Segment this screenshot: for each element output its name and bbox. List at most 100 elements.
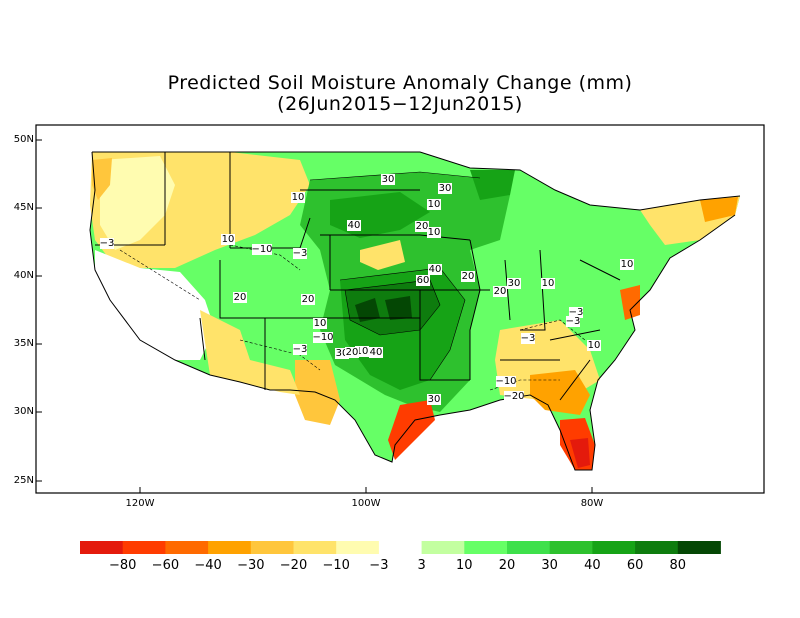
contour-label: −3 <box>566 316 581 327</box>
contour-label-bg <box>507 278 521 289</box>
contour-label: 10 <box>588 340 601 351</box>
lat-label-40n: 40N <box>13 270 34 281</box>
contour-label-bg <box>416 275 430 286</box>
contour-label-bg <box>504 391 524 402</box>
lat-label-30n: 30N <box>13 406 34 417</box>
contour-label: −3 <box>521 333 536 344</box>
contour-label-bg <box>293 344 307 355</box>
contour-label: −3 <box>293 344 308 355</box>
contour-label: −20 <box>503 391 524 402</box>
lon-label-80w: 80W <box>580 498 604 509</box>
contour-label: 30 <box>439 183 452 194</box>
contour-label-bg <box>493 286 507 297</box>
plains-wet-80 <box>355 296 412 322</box>
legend-label: 3 <box>417 558 426 573</box>
legend-label: −20 <box>279 558 308 573</box>
contour-label-bg <box>620 259 634 270</box>
ne-orange <box>700 197 738 222</box>
contour-label-bg <box>293 248 307 259</box>
legend-label: 80 <box>669 558 687 573</box>
contour-label-bg <box>415 221 429 232</box>
contour-label-bg <box>461 271 475 282</box>
legend-label: −30 <box>237 558 265 573</box>
contour-label: 20 <box>346 347 359 358</box>
contour-label-bg <box>335 348 349 359</box>
contour-label-bg <box>427 199 441 210</box>
contour-label-bg <box>301 294 315 305</box>
contour-label: 10 <box>356 346 369 357</box>
nw-slight-dry <box>100 156 175 250</box>
contour-label: −3 <box>293 248 308 259</box>
contour-label: 30 <box>428 394 441 405</box>
contour-label-bg <box>355 346 369 357</box>
lat-label-35n: 35N <box>13 338 34 349</box>
contour-label: 20 <box>302 294 315 305</box>
tx-coast-red <box>388 400 435 460</box>
contour-label: −10 <box>251 244 272 255</box>
legend-label: 60 <box>626 558 644 573</box>
legend-label: −60 <box>151 558 180 573</box>
contour-label-bg <box>427 394 441 405</box>
contour-label: 10 <box>621 259 634 270</box>
contour-label-bg <box>291 192 305 203</box>
axis-ticks <box>36 139 593 493</box>
contour-label-bg <box>252 244 272 255</box>
sw-yellow <box>200 310 300 395</box>
contour-label: 10 <box>542 278 555 289</box>
contour-label: 40 <box>370 347 383 358</box>
legend-label: −10 <box>322 558 350 573</box>
legend-label: −80 <box>108 558 137 573</box>
lon-label-100w: 100W <box>351 498 381 509</box>
contour-label-bg <box>521 333 535 344</box>
contour-label-bg <box>569 307 583 318</box>
legend-label: −40 <box>194 558 222 573</box>
legend-label: 10 <box>456 558 473 573</box>
contour-label: −3 <box>569 307 584 318</box>
contour-label-bg <box>221 234 235 245</box>
nw-orange-patch <box>92 158 112 200</box>
contour-label: 20 <box>494 286 507 297</box>
contour-label: 10 <box>428 227 441 238</box>
contour-label-bg <box>541 278 555 289</box>
contour-label-bg <box>369 347 383 358</box>
contour-label: 20 <box>416 221 429 232</box>
west-neutral <box>95 250 215 360</box>
map-title: Predicted Soil Moisture Anomaly Change (… <box>167 72 633 94</box>
midwest-dry-pocket <box>360 240 405 270</box>
contour-label: 10 <box>428 199 441 210</box>
lat-label-45n: 45N <box>13 202 34 213</box>
contour-label-bg <box>438 183 452 194</box>
contour-label: −10 <box>495 376 516 387</box>
map-frame <box>35 124 765 494</box>
lon-label-120w: 120W <box>125 498 155 509</box>
contour-label-bg <box>233 292 247 303</box>
contour-label-bg <box>313 332 333 343</box>
contour-label-bg <box>587 340 601 351</box>
contour-label: 10 <box>222 234 235 245</box>
contour-label: −3 <box>100 238 115 249</box>
contour-label: 60 <box>417 275 430 286</box>
contour-label-bg <box>428 264 442 275</box>
contour-label: −10 <box>312 332 333 343</box>
florida-deep-red <box>570 438 590 468</box>
mid-atlantic-red <box>620 285 640 320</box>
contour-label-bg <box>381 174 395 185</box>
contour-label: 10 <box>292 192 305 203</box>
contour-label: 30 <box>336 348 349 359</box>
contour-label: 10 <box>314 318 327 329</box>
boundary-lines <box>89 151 741 471</box>
contour-label-bg <box>345 347 359 358</box>
contour-label-bg <box>566 316 580 327</box>
contour-label-bg <box>496 376 516 387</box>
contour-label: 20 <box>234 292 247 303</box>
contour-label: 30 <box>508 278 521 289</box>
contour-label-bg <box>427 227 441 238</box>
legend-label: 40 <box>584 558 601 573</box>
contour-label: 40 <box>348 220 361 231</box>
legend-label: −3 <box>369 558 389 573</box>
contour-label-bg <box>347 220 361 231</box>
legend-label: 30 <box>541 558 558 573</box>
contour-label-bg <box>100 238 114 249</box>
